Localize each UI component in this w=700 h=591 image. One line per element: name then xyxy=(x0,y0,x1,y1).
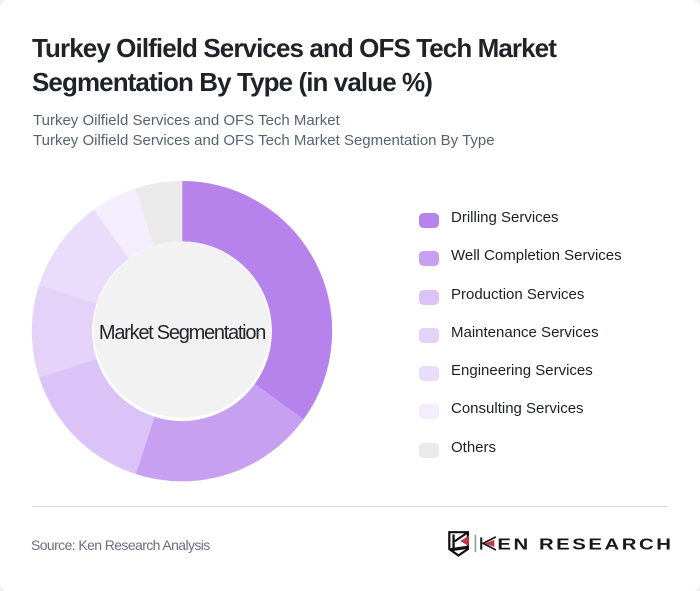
svg-text:EN RESEARCH: EN RESEARCH xyxy=(497,535,673,553)
